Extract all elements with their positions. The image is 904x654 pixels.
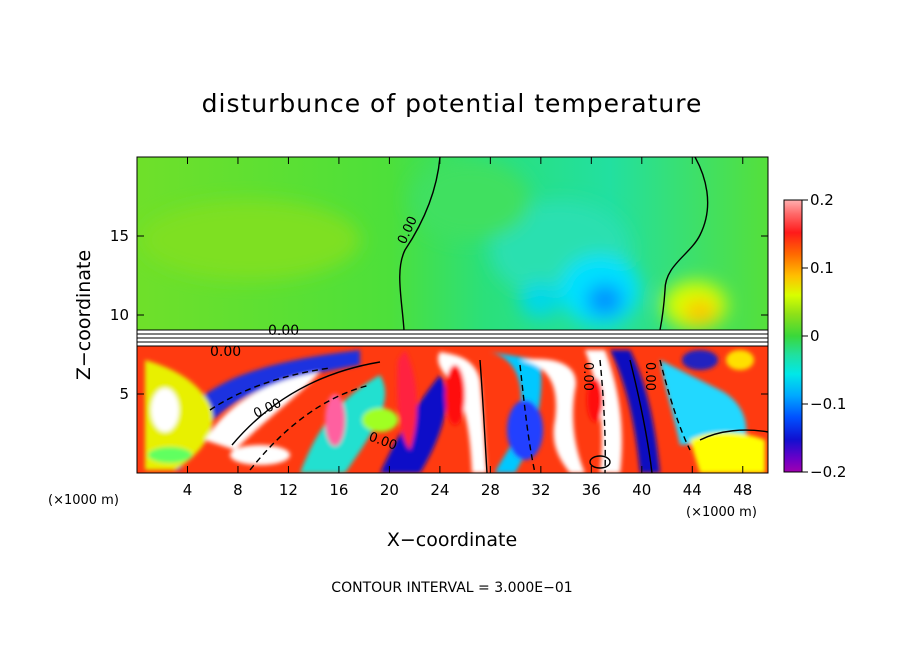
contour-label: 0.00 (210, 344, 241, 360)
x-axis-label: X−coordinate (387, 529, 517, 551)
contour-label: 0.00 (580, 362, 595, 391)
x-tick-label: 12 (279, 481, 298, 499)
x-axis-unit: (×1000 m) (686, 505, 757, 520)
colorbar-tick-label: 0.2 (810, 191, 834, 209)
chart-title: disturbunce of potential temperature (202, 89, 703, 118)
x-tick-label: 28 (481, 481, 500, 499)
x-tick-label: 32 (531, 481, 550, 499)
colorbar (783, 199, 803, 473)
colorbar-tick-label: 0 (810, 327, 820, 345)
x-tick-label: 24 (430, 481, 449, 499)
plot-area: 0.00 0.00 0.00 0.00 0.00 0.00 0.00 (137, 157, 768, 473)
colorbar-tick-label: 0.1 (810, 259, 834, 277)
contour-lines (209, 157, 768, 473)
x-tick-label: 44 (683, 481, 702, 499)
y-axis-label: Z−coordinate (73, 250, 95, 380)
y-axis-ticks: 5 10 15 (110, 227, 768, 403)
contour-interval-note: CONTOUR INTERVAL = 3.000E−01 (331, 580, 572, 596)
contour-label: 0.00 (642, 362, 657, 391)
y-tick-label: 15 (110, 227, 129, 245)
colorbar-tick-label: −0.2 (810, 463, 846, 481)
y-tick-label: 10 (110, 306, 129, 324)
contour-label: 0.00 (268, 323, 299, 339)
x-tick-label: 36 (582, 481, 601, 499)
y-tick-label: 5 (119, 385, 129, 403)
lower-turbulence (145, 350, 765, 473)
y-axis-unit: (×1000 m) (48, 493, 119, 508)
x-axis-ticks: 4 8 12 16 20 24 28 32 36 40 44 48 (183, 157, 752, 499)
colorbar-ticks: 0.2 0.1 0 −0.1 −0.2 (802, 191, 846, 481)
x-tick-label: 40 (632, 481, 651, 499)
x-tick-label: 48 (733, 481, 752, 499)
x-tick-label: 8 (233, 481, 243, 499)
zero-contour-right (659, 157, 709, 331)
x-tick-label: 16 (329, 481, 348, 499)
inversion-contours (137, 329, 768, 347)
x-tick-label: 4 (183, 481, 193, 499)
upper-anomalies (140, 160, 727, 329)
zero-contour-upper (399, 157, 441, 331)
x-tick-label: 20 (380, 481, 399, 499)
colorbar-tick-label: −0.1 (810, 395, 846, 413)
